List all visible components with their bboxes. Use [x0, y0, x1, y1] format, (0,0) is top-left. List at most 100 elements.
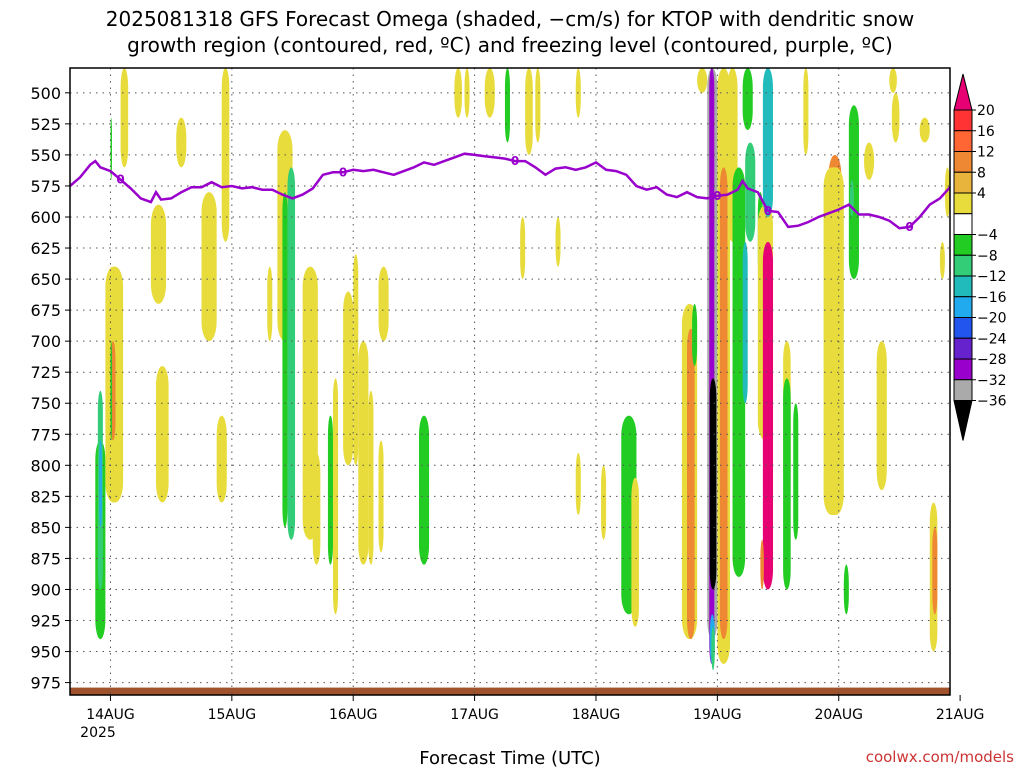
omega-cell	[803, 68, 809, 155]
colorbar-label: 8	[977, 165, 986, 181]
freezing-level-label: 0	[511, 154, 519, 168]
omega-cell	[176, 117, 187, 168]
chart-title-line2: growth region (contoured, red, ºC) and f…	[127, 33, 893, 57]
colorbar-label: 20	[977, 103, 995, 119]
omega-cell	[944, 167, 950, 217]
colorbar-bin	[953, 130, 973, 152]
x-tick-label: 17AUG	[450, 707, 499, 723]
omega-cell	[687, 328, 695, 640]
omega-cell	[697, 68, 708, 93]
y-tick-label: 675	[30, 301, 61, 320]
y-tick-label: 750	[30, 394, 61, 413]
omega-cell	[889, 68, 897, 93]
omega-cell	[216, 415, 227, 503]
y-tick-label: 625	[30, 239, 61, 258]
x-axis: 14AUG 15AUG 16AUG 17AUG 18AUG 19AUG 20AUG 21AUG	[86, 695, 984, 723]
y-tick-label: 950	[30, 643, 61, 662]
omega-cell	[358, 341, 369, 565]
omega-cell	[762, 68, 773, 217]
y-tick-label: 650	[30, 270, 61, 289]
y-tick-label: 575	[30, 177, 61, 196]
omega-cell	[99, 440, 102, 528]
freezing-level-label: 0	[764, 204, 772, 218]
ground-band	[70, 687, 950, 695]
colorbar-label: 4	[977, 186, 986, 202]
y-tick-label: 600	[30, 208, 61, 227]
omega-cell	[631, 477, 639, 627]
colorbar-bin	[953, 109, 973, 132]
omega-cell	[760, 539, 764, 590]
omega-cell	[418, 415, 430, 565]
freezing-level-label: 0	[339, 165, 347, 179]
omega-cell	[332, 378, 339, 615]
omega-cell	[719, 167, 728, 640]
colorbar-label: −16	[977, 290, 1007, 306]
omega-cell	[484, 68, 495, 118]
omega-cell	[793, 403, 799, 540]
freezing-level-contour: 0 0 0 0 0 0	[69, 152, 951, 234]
y-axis: 500 525 550 575 600 625 650 675 700 725 750 775 800 8…	[30, 84, 70, 693]
x-tick-label: 21AUG	[936, 707, 985, 723]
credit-text: coolwx.com/models	[866, 748, 1014, 766]
omega-cell	[535, 68, 541, 143]
omega-cell	[312, 452, 321, 565]
omega-cell	[742, 241, 748, 404]
colorbar-top-arrow	[953, 73, 973, 111]
omega-cell	[849, 179, 854, 217]
freezing-level-label: 0	[713, 189, 721, 203]
omega-cell	[939, 241, 945, 280]
y-tick-label: 850	[30, 518, 61, 537]
omega-cell	[201, 192, 217, 342]
omega-cell	[823, 167, 844, 515]
y-tick-label: 925	[30, 612, 61, 631]
x-tick-label: 18AUG	[572, 707, 621, 723]
y-tick-label: 800	[30, 456, 61, 475]
freezing-level-label: 0	[905, 220, 913, 234]
colorbar-label: −32	[977, 373, 1007, 389]
plot-frame	[69, 67, 951, 696]
omega-cell	[287, 167, 296, 540]
colorbar-bin	[953, 213, 973, 235]
colorbar-bin	[953, 234, 973, 256]
freezing-level-label: 0	[116, 173, 124, 187]
omega-cell	[343, 291, 354, 466]
omega-cell	[110, 341, 112, 441]
omega-cell	[282, 192, 288, 528]
colorbar-bin	[953, 151, 973, 173]
omega-shading	[95, 68, 950, 671]
omega-cell	[555, 216, 561, 267]
omega-cell	[745, 142, 756, 242]
omega-cell	[848, 105, 859, 280]
omega-cell	[353, 254, 359, 466]
omega-cell	[327, 415, 333, 565]
colorbar-label: −4	[977, 228, 998, 244]
omega-cell	[221, 68, 230, 242]
y-tick-label: 900	[30, 580, 61, 599]
omega-cell	[454, 68, 462, 118]
colorbar-label: −36	[977, 394, 1007, 410]
colorbar-bin	[953, 275, 973, 298]
freezing-level-line	[69, 152, 951, 230]
y-tick-label: 975	[30, 674, 61, 693]
colorbar-label: −28	[977, 352, 1007, 368]
x-tick-label: 14AUG	[86, 707, 135, 723]
omega-cell	[378, 266, 389, 342]
omega-cell	[692, 303, 698, 366]
omega-cell	[575, 452, 581, 515]
colorbar-bin	[953, 171, 973, 194]
year-label: 2025	[80, 725, 116, 741]
omega-cell	[150, 204, 167, 304]
colorbar-label: −8	[977, 248, 998, 264]
x-tick-label: 19AUG	[693, 707, 742, 723]
x-axis-title: Forecast Time (UTC)	[419, 748, 600, 768]
y-tick-label: 500	[30, 84, 61, 103]
colorbar-bottom-arrow	[953, 400, 973, 441]
omega-cell	[378, 440, 384, 553]
x-tick-label: 16AUG	[329, 707, 378, 723]
omega-cell	[520, 216, 526, 280]
omega-cell	[711, 626, 715, 671]
y-tick-label: 825	[30, 487, 61, 506]
colorbar-bin	[953, 317, 973, 339]
colorbar-label: −24	[977, 331, 1007, 347]
